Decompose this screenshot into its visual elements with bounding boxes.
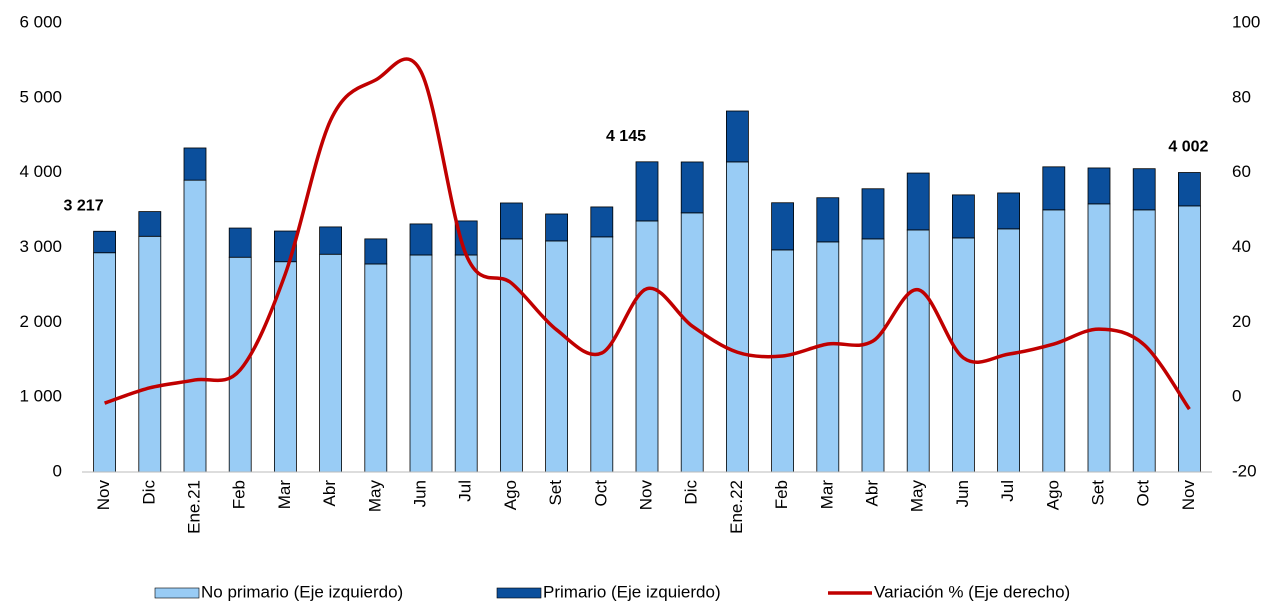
y2-tick-label: -20 — [1232, 461, 1257, 480]
y-tick-label: 5 000 — [19, 87, 62, 106]
bar — [861, 238, 885, 473]
y-tick-label: 6 000 — [19, 12, 62, 31]
y2-tick-label: 40 — [1232, 237, 1251, 256]
bar — [906, 229, 930, 473]
bar — [590, 206, 614, 238]
bar — [1042, 166, 1066, 211]
bar — [228, 227, 252, 258]
bar — [319, 253, 343, 473]
y2-tick-label: 80 — [1232, 87, 1251, 106]
y-tick-label: 3 000 — [19, 237, 62, 256]
bar — [138, 211, 162, 237]
bar — [1132, 168, 1156, 211]
x-tick-label: Abr — [320, 480, 339, 507]
bar — [545, 213, 568, 242]
data-label: 3 217 — [64, 197, 104, 214]
bar — [635, 220, 659, 473]
x-tick-label: Nov — [94, 480, 113, 511]
bar — [499, 202, 523, 240]
bar — [771, 249, 794, 473]
bar — [228, 256, 252, 473]
y2-tick-label: 0 — [1232, 387, 1241, 406]
bar — [816, 197, 840, 243]
x-tick-label: Ago — [501, 480, 520, 510]
y-tick-label: 1 000 — [19, 387, 62, 406]
x-tick-label: Mar — [817, 480, 836, 510]
bar — [454, 254, 478, 473]
x-tick-label: Ene.22 — [727, 480, 746, 534]
x-tick-label: Feb — [772, 480, 791, 509]
legend-swatch — [496, 587, 542, 599]
bar — [364, 263, 388, 473]
x-tick-label: Nov — [1179, 480, 1198, 511]
bar — [183, 147, 207, 181]
x-tick-label: Oct — [591, 480, 610, 507]
y2-tick-label: 100 — [1232, 12, 1260, 31]
bar — [680, 161, 704, 214]
bar — [1087, 167, 1111, 205]
bar — [726, 110, 749, 163]
x-tick-label: Jul — [456, 480, 475, 502]
x-tick-label: Ene.21 — [184, 480, 203, 534]
bar — [545, 240, 568, 473]
legend-label: No primario (Eje izquierdo) — [201, 582, 403, 601]
y-tick-label: 2 000 — [19, 312, 62, 331]
x-tick-label: Set — [546, 480, 565, 506]
bar — [93, 230, 116, 254]
legend-swatch — [154, 587, 200, 599]
x-tick-label: Dic — [682, 480, 701, 505]
bar — [906, 172, 930, 231]
x-tick-label: Ago — [1043, 480, 1062, 510]
data-label: 4 002 — [1168, 139, 1208, 156]
x-tick-label: Dic — [139, 480, 158, 505]
legend-label: Variación % (Eje derecho) — [874, 582, 1070, 601]
bar — [183, 179, 207, 473]
bar — [409, 254, 433, 473]
bar — [726, 161, 749, 473]
x-tick-label: May — [908, 480, 927, 513]
bar — [319, 226, 343, 255]
bar — [952, 237, 975, 473]
bar — [997, 192, 1020, 230]
bar — [364, 238, 388, 265]
bar — [771, 202, 794, 251]
x-tick-label: Jun — [953, 480, 972, 507]
y2-tick-label: 60 — [1232, 162, 1251, 181]
x-tick-label: Nov — [636, 480, 655, 511]
bar — [1178, 172, 1201, 207]
x-tick-label: Jul — [998, 480, 1017, 502]
x-tick-label: May — [365, 480, 384, 513]
x-tick-label: Feb — [230, 480, 249, 509]
bar — [1178, 205, 1201, 473]
bar — [409, 223, 433, 256]
data-label: 4 145 — [606, 128, 646, 145]
y-tick-label: 4 000 — [19, 162, 62, 181]
bar — [861, 188, 885, 240]
bar — [952, 194, 975, 239]
legend-label: Primario (Eje izquierdo) — [543, 582, 721, 601]
bar — [138, 235, 162, 473]
bar — [997, 228, 1020, 473]
bar — [635, 161, 659, 222]
bar — [499, 238, 523, 473]
bar — [93, 252, 116, 473]
x-tick-label: Oct — [1134, 480, 1153, 507]
x-tick-label: Set — [1088, 480, 1107, 506]
bar — [680, 212, 704, 473]
y-tick-label: 0 — [53, 461, 62, 480]
x-tick-label: Jun — [410, 480, 429, 507]
line — [104, 57, 1191, 411]
x-tick-label: Abr — [862, 480, 881, 507]
bar — [816, 241, 840, 473]
y2-tick-label: 20 — [1232, 312, 1251, 331]
bar — [1087, 203, 1111, 473]
x-tick-label: Mar — [275, 480, 294, 510]
